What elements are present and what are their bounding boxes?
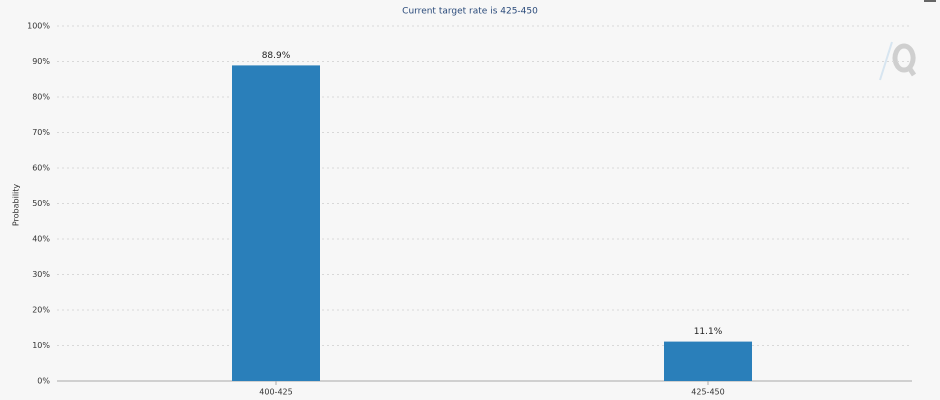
menu-icon[interactable] (924, 0, 936, 2)
bar (232, 65, 320, 381)
value-label: 88.9% (262, 51, 291, 61)
y-tick-label: 10% (32, 341, 50, 350)
x-tick-label: 425-450 (691, 388, 724, 397)
chart-subtitle: Current target rate is 425-450 (402, 7, 538, 17)
y-axis-label: Probability (12, 184, 21, 227)
y-tick-label: 90% (32, 57, 50, 66)
y-tick-label: 60% (32, 164, 50, 173)
y-tick-label: 80% (32, 93, 50, 102)
y-tick-label: 0% (37, 377, 50, 386)
watermark-logo (879, 41, 917, 81)
y-tick-label: 70% (32, 128, 50, 137)
y-tick-label: 30% (32, 270, 50, 279)
y-tick-label: 20% (32, 306, 50, 315)
value-label: 11.1% (694, 327, 723, 337)
y-tick-label: 50% (32, 199, 50, 208)
x-tick-label: 400-425 (259, 388, 292, 397)
bar (664, 341, 752, 381)
y-tick-label: 100% (27, 22, 50, 31)
y-tick-label: 40% (32, 235, 50, 244)
